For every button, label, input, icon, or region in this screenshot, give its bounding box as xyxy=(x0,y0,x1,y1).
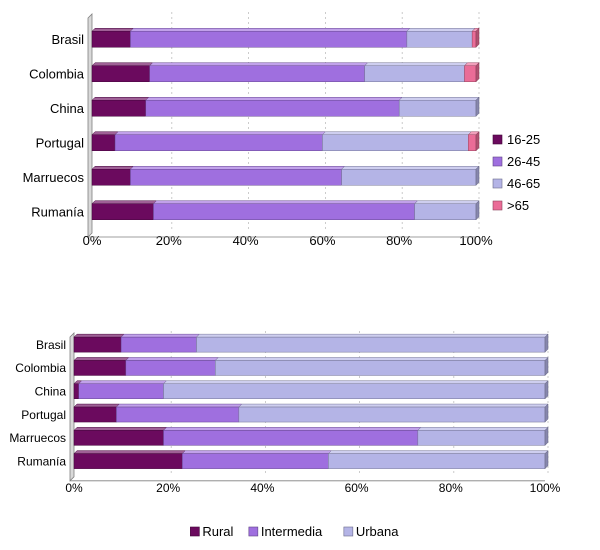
category-label: China xyxy=(35,384,67,398)
bar-end-cap xyxy=(544,426,549,446)
legend-label-gt65: >65 xyxy=(507,198,529,213)
bar-rumania-intermedia xyxy=(181,450,332,469)
bar-end-cap xyxy=(475,27,480,48)
category-label: Colombia xyxy=(29,66,85,81)
bar-colombia-intermedia xyxy=(125,357,219,376)
bar-rumania-urbana xyxy=(327,450,549,469)
x-tick-label: 100% xyxy=(530,481,561,495)
x-tick-label: 0% xyxy=(65,481,83,495)
x-tick-label: 0% xyxy=(83,233,102,248)
bar-marruecos-16-25 xyxy=(91,166,135,186)
chart-2: 0% 20% 40% 60% 80% 100% Brasil Colombia China Por… xyxy=(9,331,561,539)
bar-marruecos-26-45 xyxy=(129,166,346,186)
legend-swatch-intermedia xyxy=(248,526,259,537)
left-wall xyxy=(69,332,75,482)
category-label: Rumanía xyxy=(31,204,85,219)
bar-china-urbana xyxy=(162,380,549,399)
category-label: Portugal xyxy=(36,135,85,150)
legend-label-urbana: Urbana xyxy=(356,524,399,539)
x-tick-label: 60% xyxy=(309,233,335,248)
bar-brasil-46-65 xyxy=(406,28,476,48)
legend-label-intermedia: Intermedia xyxy=(261,524,323,539)
legend-label-rural: Rural xyxy=(202,524,233,539)
bar-rumania-26-45 xyxy=(152,200,419,220)
bar-colombia-urbana xyxy=(214,357,549,376)
bar-brasil-rural xyxy=(73,333,125,353)
bar-brasil-16-25 xyxy=(91,28,135,48)
bar-portugal-26-45 xyxy=(114,131,327,151)
bar-colombia-26-45 xyxy=(148,62,369,82)
bar-china-intermedia xyxy=(78,380,168,399)
bar-portugal-intermedia xyxy=(115,403,243,423)
bar-rumania-46-65 xyxy=(413,200,480,220)
bar-china-46-65 xyxy=(398,97,480,117)
bar-portugal-rural xyxy=(73,403,120,423)
bar-marruecos-urbana xyxy=(417,427,549,446)
x-tick-label: 80% xyxy=(386,233,412,248)
category-label: Marruecos xyxy=(23,170,85,185)
legend-swatch-26-45 xyxy=(492,156,503,167)
legend-label-46-65: 46-65 xyxy=(507,176,540,191)
bar-end-cap xyxy=(475,62,480,83)
x-tick-label: 40% xyxy=(233,233,259,248)
legend-label-26-45: 26-45 xyxy=(507,154,540,169)
bar-end-cap xyxy=(544,333,549,353)
legend-swatch-urbana xyxy=(343,526,354,537)
bar-brasil-intermedia xyxy=(120,333,201,353)
bar-colombia-16-25 xyxy=(91,62,154,82)
bar-portugal-urbana xyxy=(238,403,549,423)
x-tick-label: 20% xyxy=(156,481,180,495)
bar-marruecos-rural xyxy=(73,427,168,446)
x-tick-label: 100% xyxy=(459,233,493,248)
bar-colombia-rural xyxy=(73,357,130,376)
category-label: Colombia xyxy=(15,361,66,375)
bar-marruecos-intermedia xyxy=(162,427,422,446)
legend-label-16-25: 16-25 xyxy=(507,132,540,147)
bar-colombia-46-65 xyxy=(364,62,469,82)
bar-end-cap xyxy=(475,165,480,186)
x-tick-label: 20% xyxy=(156,233,182,248)
x-tick-label: 40% xyxy=(250,481,274,495)
bar-end-cap xyxy=(544,403,549,423)
bar-end-cap xyxy=(475,96,480,117)
bar-end-cap xyxy=(544,356,549,377)
category-label: Brasil xyxy=(51,32,84,47)
bar-china-26-45 xyxy=(145,97,403,117)
category-label: Marruecos xyxy=(9,431,66,445)
legend-swatch-46-65 xyxy=(492,178,503,189)
bar-brasil-urbana xyxy=(195,333,549,353)
bar-portugal-16-25 xyxy=(91,131,119,151)
bar-portugal-46-65 xyxy=(321,131,472,151)
category-label: Brasil xyxy=(36,338,66,352)
bar-china-16-25 xyxy=(91,97,150,117)
x-tick-label: 60% xyxy=(345,481,369,495)
legend-swatch-rural xyxy=(190,526,200,537)
bar-end-cap xyxy=(475,131,480,152)
category-label: Portugal xyxy=(21,408,66,422)
bar-rumania-16-25 xyxy=(91,200,158,220)
chart-1: 0% 20% 40% 60% 80% 100% Brasil Colombia China Por… xyxy=(23,12,540,248)
x-tick-label: 80% xyxy=(439,481,463,495)
legend-swatch-16-25 xyxy=(492,134,503,145)
category-label: Rumanía xyxy=(17,454,66,468)
category-label: China xyxy=(50,101,85,116)
bar-end-cap xyxy=(475,200,480,221)
bar-end-cap xyxy=(544,450,549,470)
bar-marruecos-46-65 xyxy=(340,166,480,186)
left-wall xyxy=(87,13,93,238)
legend-swatch-gt65 xyxy=(492,200,503,211)
bar-portugal-gt65 xyxy=(467,131,480,151)
bar-brasil-26-45 xyxy=(129,28,411,48)
bar-rumania-rural xyxy=(73,450,186,469)
bar-end-cap xyxy=(544,380,549,400)
